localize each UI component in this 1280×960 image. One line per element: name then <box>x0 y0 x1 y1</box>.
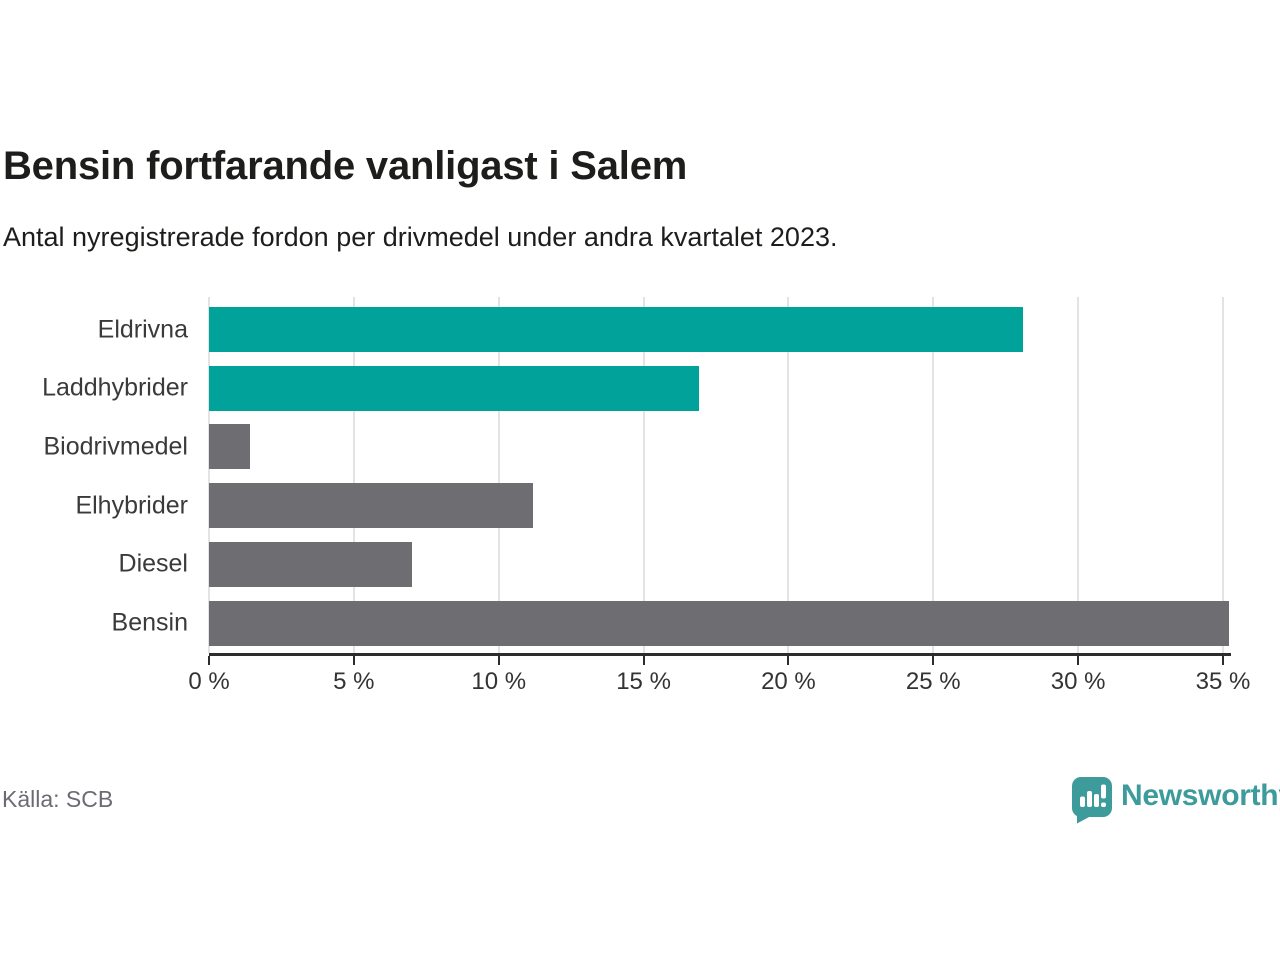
gridline-15 <box>642 297 645 653</box>
x-axis-line <box>209 653 1231 656</box>
x-tick-0 <box>208 656 210 665</box>
newsworthy-logo: Newsworthy <box>1072 777 1280 824</box>
bar-laddhybrider <box>209 365 699 411</box>
gridline-30 <box>1077 297 1080 653</box>
category-label-eldrivna: Eldrivna <box>97 315 188 343</box>
newsworthy-speech-bubble-bar-chart-icon <box>1072 777 1112 824</box>
x-tick-35 <box>1222 656 1224 665</box>
x-tick-20 <box>787 656 790 665</box>
x-tick-label: 35 % <box>1195 668 1251 695</box>
x-tick-15 <box>642 656 645 665</box>
source-caption: Källa: SCB <box>2 786 114 812</box>
bar-biodrivmedel <box>209 424 250 470</box>
x-tick-25 <box>932 656 935 665</box>
chart-title: Bensin fortfarande vanligast i Salem <box>3 144 688 188</box>
category-label-diesel: Diesel <box>118 549 188 578</box>
category-label-elhybrider: Elhybrider <box>75 491 188 520</box>
x-tick-label: 20 % <box>761 668 816 695</box>
x-tick-label: 10 % <box>471 668 527 695</box>
bar-eldrivna <box>209 307 1024 352</box>
gridline-20 <box>787 297 790 653</box>
category-label-bensin: Bensin <box>111 608 188 637</box>
x-tick-label: 0 % <box>188 668 230 695</box>
gridline-0 <box>208 297 210 653</box>
x-tick-10 <box>497 656 500 665</box>
x-tick-label: 30 % <box>1050 668 1106 695</box>
gridline-5 <box>352 297 355 653</box>
x-tick-label: 25 % <box>905 668 961 695</box>
category-axis-labels: Eldrivna Laddhybrider Biodrivmedel Elhybrid… <box>0 297 188 656</box>
gridline-25 <box>932 297 935 653</box>
bar-bensin <box>209 600 1229 646</box>
newsworthy-wordmark: Newsworthy <box>1121 779 1280 812</box>
x-tick-5 <box>352 656 355 665</box>
bar-diesel <box>209 541 412 587</box>
chart-subtitle: Antal nyregistrerade fordon per drivmede… <box>3 222 838 252</box>
bar-elhybrider <box>209 483 534 529</box>
x-tick-30 <box>1077 656 1080 665</box>
x-tick-label: 15 % <box>616 668 671 695</box>
bar-chart-plot-area: 0 % 5 % 10 % 15 % 20 % 25 % 30 % 35 % <box>188 297 1269 695</box>
category-label-laddhybrider: Laddhybrider <box>42 373 188 402</box>
x-tick-label: 5 % <box>333 668 375 695</box>
gridline-10 <box>497 297 500 653</box>
gridline-35 <box>1222 297 1224 653</box>
category-label-biodrivmedel: Biodrivmedel <box>43 432 188 461</box>
